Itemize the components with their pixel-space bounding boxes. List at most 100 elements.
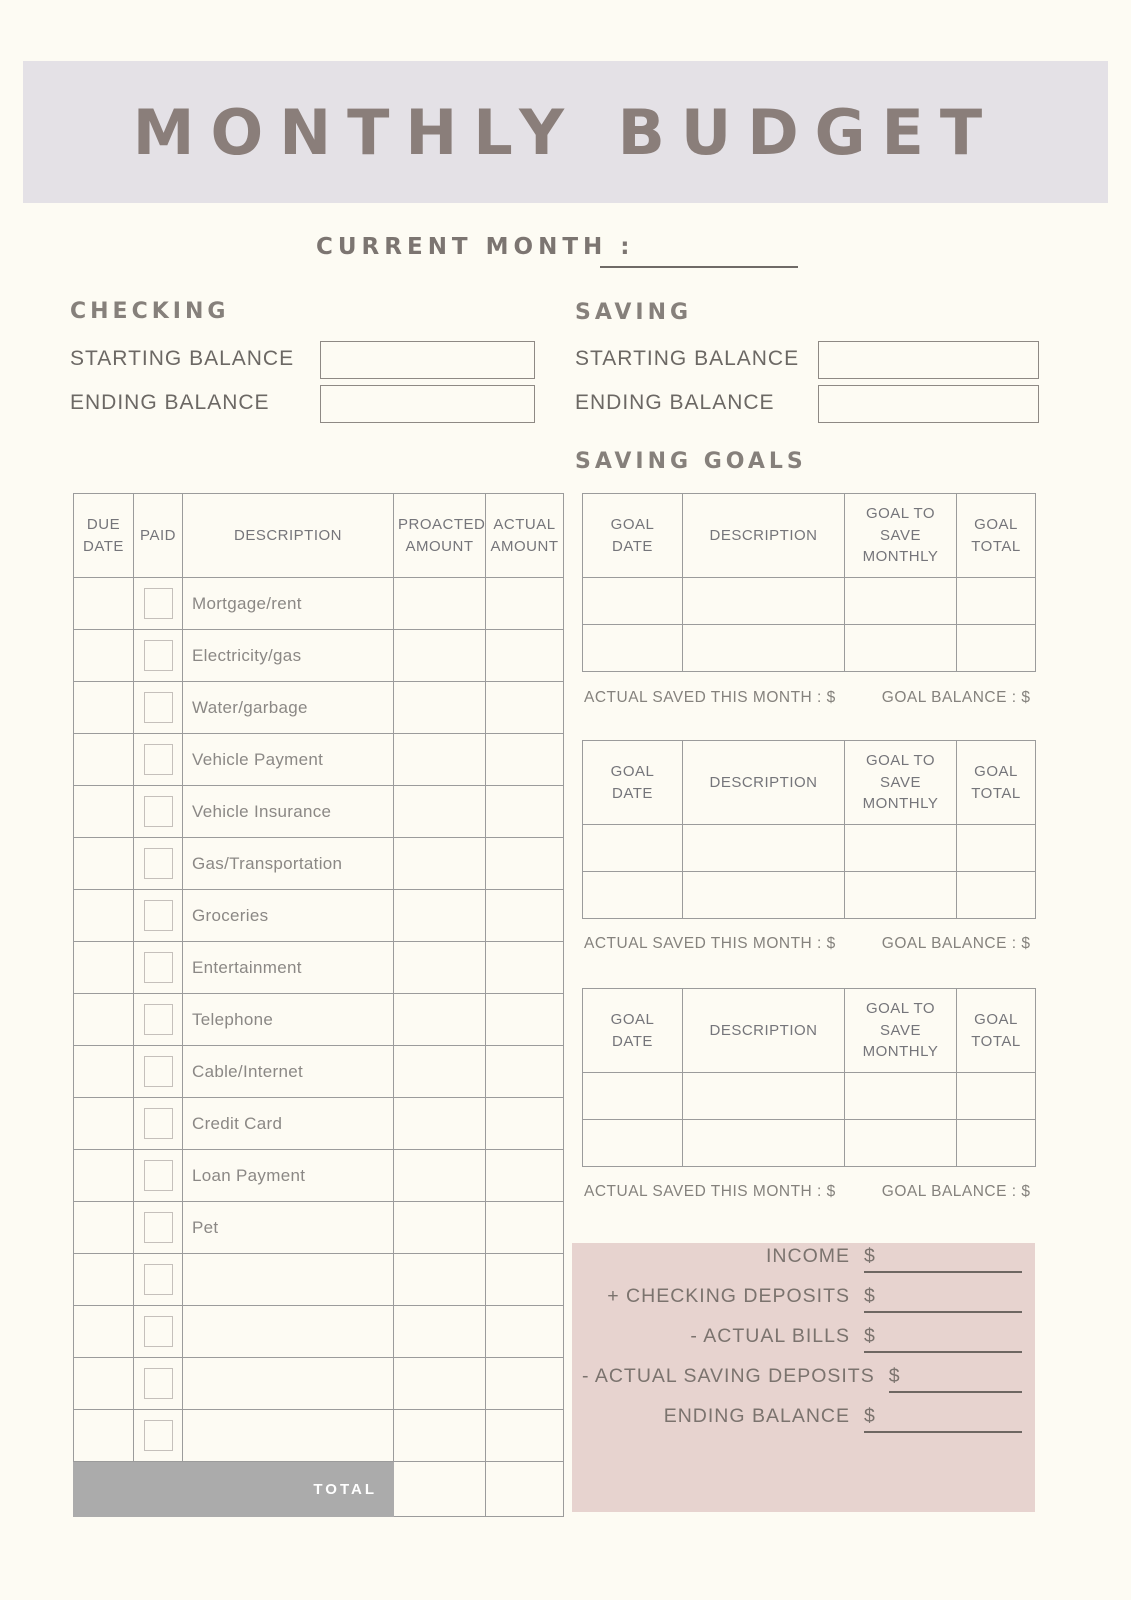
proacted-amount-cell[interactable] bbox=[393, 1045, 486, 1098]
actual-saving-deposits-field[interactable]: $ bbox=[888, 1365, 1022, 1393]
description-cell[interactable] bbox=[182, 1253, 394, 1306]
due-date-cell[interactable] bbox=[73, 837, 134, 890]
due-date-cell[interactable] bbox=[73, 1305, 134, 1358]
proacted-amount-cell[interactable] bbox=[393, 889, 486, 942]
goal-date-cell[interactable] bbox=[582, 577, 683, 625]
actual-amount-cell[interactable] bbox=[485, 1097, 564, 1150]
due-date-cell[interactable] bbox=[73, 993, 134, 1046]
actual-amount-cell[interactable] bbox=[485, 577, 564, 630]
paid-checkbox[interactable] bbox=[143, 952, 173, 983]
goal-date-cell[interactable] bbox=[582, 824, 683, 872]
description-cell[interactable] bbox=[182, 1305, 394, 1358]
saving-ending-balance-input[interactable] bbox=[818, 385, 1039, 423]
paid-checkbox[interactable] bbox=[143, 1420, 173, 1451]
due-date-cell[interactable] bbox=[73, 1201, 134, 1254]
actual-amount-cell[interactable] bbox=[485, 889, 564, 942]
proacted-amount-cell[interactable] bbox=[393, 1409, 486, 1462]
actual-amount-cell[interactable] bbox=[485, 1409, 564, 1462]
proacted-amount-cell[interactable] bbox=[393, 629, 486, 682]
paid-checkbox[interactable] bbox=[143, 1108, 173, 1139]
paid-checkbox[interactable] bbox=[143, 1368, 173, 1399]
proacted-amount-cell[interactable] bbox=[393, 733, 486, 786]
goal-to-save-monthly-cell[interactable] bbox=[844, 577, 957, 625]
goal-to-save-monthly-cell[interactable] bbox=[844, 624, 957, 672]
checking-deposits-field[interactable]: $ bbox=[864, 1285, 1022, 1313]
actual-amount-cell[interactable] bbox=[485, 1201, 564, 1254]
goal-date-cell[interactable] bbox=[582, 1119, 683, 1167]
proacted-amount-cell[interactable] bbox=[393, 1357, 486, 1410]
proacted-amount-cell[interactable] bbox=[393, 577, 486, 630]
proacted-amount-cell[interactable] bbox=[393, 1097, 486, 1150]
paid-checkbox[interactable] bbox=[143, 588, 173, 619]
goal-total-cell[interactable] bbox=[956, 624, 1036, 672]
paid-checkbox[interactable] bbox=[143, 900, 173, 931]
current-month-field[interactable] bbox=[600, 240, 798, 268]
paid-checkbox[interactable] bbox=[143, 848, 173, 879]
total-proacted-cell[interactable] bbox=[393, 1461, 486, 1517]
goal-description-cell[interactable] bbox=[682, 577, 845, 625]
goal-total-cell[interactable] bbox=[956, 824, 1036, 872]
paid-checkbox[interactable] bbox=[143, 1056, 173, 1087]
actual-amount-cell[interactable] bbox=[485, 837, 564, 890]
total-actual-cell[interactable] bbox=[485, 1461, 564, 1517]
goal-to-save-monthly-cell[interactable] bbox=[844, 871, 957, 919]
goal-total-cell[interactable] bbox=[956, 871, 1036, 919]
paid-checkbox[interactable] bbox=[143, 1316, 173, 1347]
goal-date-cell[interactable] bbox=[582, 1072, 683, 1120]
proacted-amount-cell[interactable] bbox=[393, 785, 486, 838]
paid-checkbox[interactable] bbox=[143, 1264, 173, 1295]
goal-total-cell[interactable] bbox=[956, 1072, 1036, 1120]
due-date-cell[interactable] bbox=[73, 681, 134, 734]
proacted-amount-cell[interactable] bbox=[393, 1253, 486, 1306]
actual-amount-cell[interactable] bbox=[485, 629, 564, 682]
goal-date-cell[interactable] bbox=[582, 624, 683, 672]
due-date-cell[interactable] bbox=[73, 629, 134, 682]
actual-amount-cell[interactable] bbox=[485, 1253, 564, 1306]
actual-amount-cell[interactable] bbox=[485, 1045, 564, 1098]
actual-bills-field[interactable]: $ bbox=[864, 1325, 1022, 1353]
paid-checkbox[interactable] bbox=[143, 1004, 173, 1035]
actual-amount-cell[interactable] bbox=[485, 1305, 564, 1358]
due-date-cell[interactable] bbox=[73, 1097, 134, 1150]
due-date-cell[interactable] bbox=[73, 941, 134, 994]
paid-checkbox[interactable] bbox=[143, 640, 173, 671]
goal-description-cell[interactable] bbox=[682, 1072, 845, 1120]
actual-amount-cell[interactable] bbox=[485, 1357, 564, 1410]
income-field[interactable]: $ bbox=[864, 1245, 1022, 1273]
goal-to-save-monthly-cell[interactable] bbox=[844, 1119, 957, 1167]
proacted-amount-cell[interactable] bbox=[393, 837, 486, 890]
goal-description-cell[interactable] bbox=[682, 871, 845, 919]
goal-total-cell[interactable] bbox=[956, 1119, 1036, 1167]
goal-to-save-monthly-cell[interactable] bbox=[844, 1072, 957, 1120]
description-cell[interactable] bbox=[182, 1357, 394, 1410]
due-date-cell[interactable] bbox=[73, 733, 134, 786]
goal-description-cell[interactable] bbox=[682, 624, 845, 672]
actual-amount-cell[interactable] bbox=[485, 681, 564, 734]
ending-balance-field[interactable]: $ bbox=[864, 1405, 1022, 1433]
actual-amount-cell[interactable] bbox=[485, 1149, 564, 1202]
paid-checkbox[interactable] bbox=[143, 1160, 173, 1191]
paid-checkbox[interactable] bbox=[143, 744, 173, 775]
actual-amount-cell[interactable] bbox=[485, 733, 564, 786]
goal-description-cell[interactable] bbox=[682, 824, 845, 872]
due-date-cell[interactable] bbox=[73, 1149, 134, 1202]
goal-total-cell[interactable] bbox=[956, 577, 1036, 625]
actual-amount-cell[interactable] bbox=[485, 941, 564, 994]
goal-date-cell[interactable] bbox=[582, 871, 683, 919]
proacted-amount-cell[interactable] bbox=[393, 681, 486, 734]
due-date-cell[interactable] bbox=[73, 577, 134, 630]
goal-to-save-monthly-cell[interactable] bbox=[844, 824, 957, 872]
paid-checkbox[interactable] bbox=[143, 692, 173, 723]
due-date-cell[interactable] bbox=[73, 1045, 134, 1098]
proacted-amount-cell[interactable] bbox=[393, 941, 486, 994]
due-date-cell[interactable] bbox=[73, 889, 134, 942]
due-date-cell[interactable] bbox=[73, 785, 134, 838]
saving-starting-balance-input[interactable] bbox=[818, 341, 1039, 379]
paid-checkbox[interactable] bbox=[143, 1212, 173, 1243]
proacted-amount-cell[interactable] bbox=[393, 1305, 486, 1358]
goal-description-cell[interactable] bbox=[682, 1119, 845, 1167]
paid-checkbox[interactable] bbox=[143, 796, 173, 827]
checking-starting-balance-input[interactable] bbox=[320, 341, 535, 379]
actual-amount-cell[interactable] bbox=[485, 785, 564, 838]
proacted-amount-cell[interactable] bbox=[393, 993, 486, 1046]
